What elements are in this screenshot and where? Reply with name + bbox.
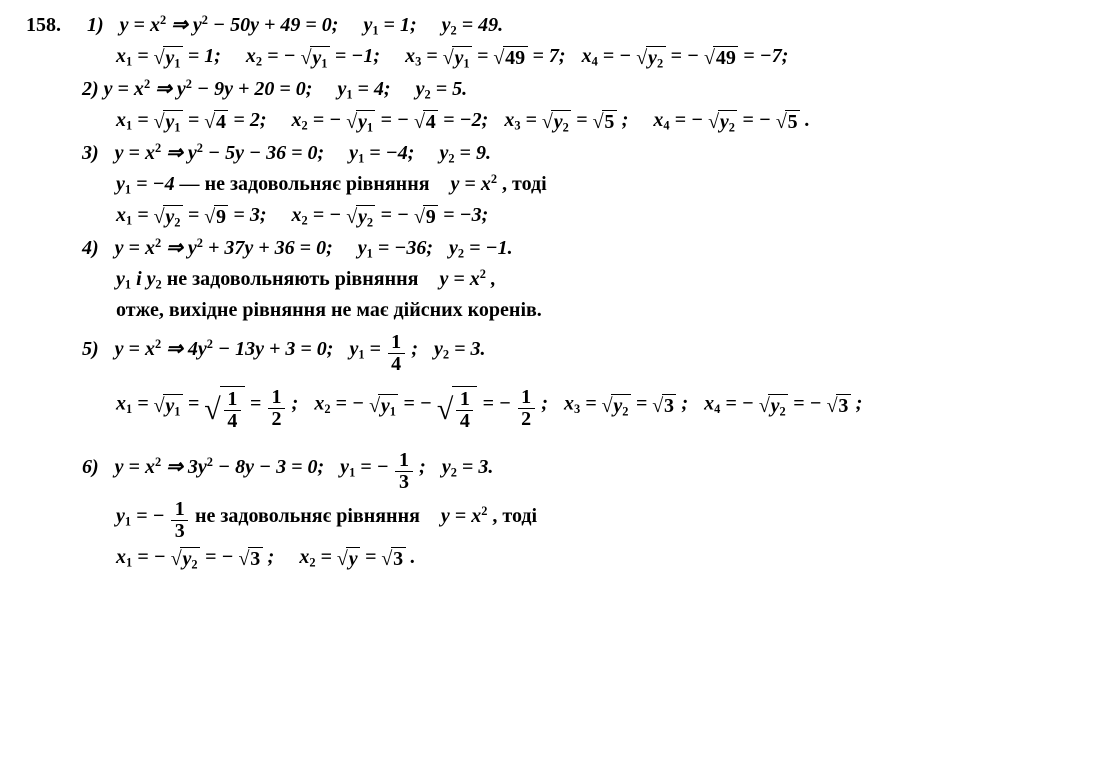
problem-number: 158. xyxy=(26,10,82,41)
line-4: x1 = √y1 = √4 = 2; x2 = − √y1 = − √4 = −… xyxy=(26,105,1080,138)
line-7: x1 = √y2 = √9 = 3; x2 = − √y2 = − √9 = −… xyxy=(26,200,1080,233)
line-9: y1 і y2 не задовольняють рівняння y = x2… xyxy=(26,264,1080,295)
line-3: 2) y = x2 ⇒ y2 − 9y + 20 = 0; y1 = 4; y2… xyxy=(26,74,1080,105)
t: y xyxy=(442,14,451,36)
t: 1) xyxy=(87,14,104,36)
line-15: x1 = − √y2 = − √3 ; x2 = √y = √3 . xyxy=(26,542,1080,575)
line-2: x1 = √y1 = 1; x2 = − √y1 = −1; x3 = √y1 … xyxy=(26,41,1080,74)
t: − 50y + 49 = 0; xyxy=(213,14,338,36)
line-6: y1 = −4 — не задовольняє рівняння y = x2… xyxy=(26,169,1080,200)
sqrt: √y1 xyxy=(154,43,183,74)
t: = 1; xyxy=(384,14,417,36)
line-11: 5) y = x2 ⇒ 4y2 − 13y + 3 = 0; y1 = 14 ;… xyxy=(26,326,1080,375)
line-5: 3) y = x2 ⇒ y2 − 5y − 36 = 0; y1 = −4; y… xyxy=(26,138,1080,169)
math-page: 158. 1) y = x2 ⇒ y2 − 50y + 49 = 0; y1 =… xyxy=(0,0,1100,585)
t: y = x xyxy=(120,14,160,36)
fraction: 14 xyxy=(386,332,406,375)
line-8: 4) y = x2 ⇒ y2 + 37y + 36 = 0; y1 = −36;… xyxy=(26,233,1080,264)
line-12: x1 = √y1 = √14 = 12 ; x2 = − √y1 = − √14… xyxy=(26,375,1080,444)
line-13: 6) y = x2 ⇒ 3y2 − 8y − 3 = 0; y1 = − 13 … xyxy=(26,444,1080,493)
line-10: отже, вихідне рівняння не має дійсних ко… xyxy=(26,295,1080,326)
t: y xyxy=(363,14,372,36)
line-1: 158. 1) y = x2 ⇒ y2 − 50y + 49 = 0; y1 =… xyxy=(26,10,1080,41)
t: = 49. xyxy=(462,14,503,36)
line-14: y1 = − 13 не задовольняє рівняння y = x2… xyxy=(26,493,1080,542)
t: ⇒ y xyxy=(171,14,202,36)
